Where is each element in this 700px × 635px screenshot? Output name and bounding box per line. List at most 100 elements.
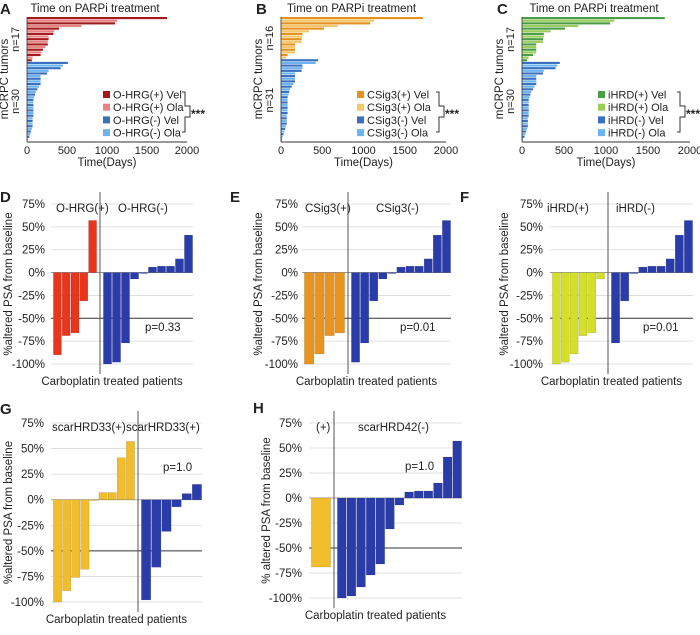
significance-bracket: [182, 91, 191, 133]
swimmer-bar: [522, 77, 537, 80]
waterfall-bar: [404, 491, 414, 499]
legend-label: CSig3(+) Vel: [367, 90, 429, 102]
x-tick-label: 1500: [636, 145, 660, 157]
swimmer-bar: [522, 90, 532, 94]
swimmer-bar: [522, 106, 529, 109]
waterfall-bar: [442, 220, 451, 273]
waterfall-chart-E: E 75% 50% 25% 0% -25% -50% -75% -100% CSig3(+) CSi…: [230, 189, 451, 388]
swimmer-bar: [27, 38, 49, 41]
swimmer-bar: [522, 133, 526, 136]
chart-title: Time on PARPi treatment: [287, 3, 417, 15]
group-label: O-HRG(-): [118, 203, 168, 215]
y-tick-label: 25%: [520, 245, 543, 257]
swimmer-bar: [281, 30, 310, 33]
swimmer-bar: [27, 30, 55, 33]
waterfall-bar: [337, 497, 347, 599]
y-tick-label: 75%: [22, 199, 45, 211]
y-axis-label: % altered PSA from baseline: [261, 437, 273, 583]
swimmer-bar: [27, 85, 39, 88]
swimmer-bar: [522, 61, 560, 64]
swimmer-bar: [27, 130, 31, 133]
waterfall-bar: [423, 490, 433, 499]
swimmer-bar: [27, 98, 34, 101]
swimmer-bar: [522, 80, 537, 83]
x-axis-label: Carboplatin treated patients: [41, 376, 183, 388]
waterfall-bar: [423, 258, 433, 273]
legend-swatch: [103, 103, 110, 111]
swimmer-bar: [522, 111, 529, 115]
group-label: (+): [316, 422, 331, 434]
swimmer-bar: [522, 138, 523, 141]
waterfall-bar: [151, 499, 162, 568]
waterfall-bar: [596, 272, 605, 280]
swimmer-bar: [27, 133, 31, 136]
swimmer-bar: [27, 24, 82, 28]
waterfall-chart-G: G 75% 50% 25% 0% -25% -50% -75% -100% scarHRD33(+…: [0, 401, 202, 626]
swimmer-bar: [281, 38, 302, 41]
swimmer-bar: [27, 51, 42, 54]
y-tick-label: -25%: [275, 518, 302, 530]
x-tick-label: 1500: [135, 145, 159, 157]
waterfall-bar: [587, 272, 596, 334]
legend-swatch: [598, 116, 605, 124]
waterfall-bar: [346, 497, 357, 597]
swimmer-bar: [27, 53, 41, 57]
swimmer-bar: [27, 19, 118, 22]
waterfall-bar: [139, 272, 148, 274]
y-tick-label: -75%: [17, 571, 44, 583]
panel-letter: D: [0, 189, 11, 206]
swimmer-bar: [522, 27, 565, 30]
waterfall-chart-H: H 75% 50% 25% 0% -25% -50% -75% -100% (+) scarHRD4…: [253, 400, 462, 622]
waterfall-bar: [387, 272, 397, 274]
group-count-label: n=30: [505, 89, 517, 114]
panel-letter: G: [0, 401, 12, 418]
waterfall-bar: [89, 499, 99, 501]
waterfall-bar: [116, 457, 126, 500]
swimmer-bar: [281, 22, 371, 25]
waterfall-bar: [665, 258, 675, 273]
swimmer-bar: [281, 82, 294, 86]
swimmer-bar: [27, 117, 33, 120]
swimmer-bar: [522, 64, 558, 67]
swimmer-bar: [281, 61, 316, 64]
waterfall-bar: [629, 272, 639, 274]
swimmer-bar: [281, 24, 338, 28]
y-tick-label: 25%: [21, 469, 44, 481]
waterfall-bar: [311, 497, 331, 568]
y-tick-label: -75%: [18, 336, 45, 348]
swimmer-bar: [27, 106, 34, 109]
y-tick-label: -75%: [516, 336, 543, 348]
legend-label: O-HRG(-) Vel: [113, 115, 179, 127]
swimmer-bar: [522, 48, 537, 51]
swimmer-bar: [281, 64, 303, 67]
swimmer-bar: [522, 67, 556, 70]
x-tick-label: 1000: [594, 145, 618, 157]
waterfall-bar: [103, 272, 112, 365]
y-tick-label: 0%: [27, 495, 44, 507]
waterfall-bar: [433, 482, 443, 499]
waterfall-bar: [433, 234, 442, 273]
swimmer-bar: [281, 77, 296, 80]
waterfall-bar: [561, 272, 570, 363]
y-tick-label: -100%: [510, 359, 543, 371]
waterfall-bar: [161, 499, 172, 532]
swimmer-bar: [522, 101, 529, 104]
waterfall-bar: [88, 220, 97, 273]
swimmer-bar: [522, 130, 527, 133]
swimmer-bar: [281, 117, 287, 120]
swimmer-bar: [27, 35, 49, 38]
waterfall-bar: [656, 265, 666, 273]
p-value-label: p=0.33: [145, 322, 181, 334]
x-axis-label: Time(Days): [78, 157, 137, 169]
y-tick-label: 50%: [22, 222, 45, 234]
swimmer-bar: [522, 135, 525, 138]
swimmer-bar: [281, 135, 283, 138]
swimmer-bar: [522, 19, 615, 22]
y-tick-label: 75%: [279, 418, 302, 430]
swimmer-bar: [522, 17, 665, 20]
waterfall-bar: [181, 493, 192, 500]
swimmer-bar: [522, 109, 529, 112]
legend-swatch: [357, 129, 364, 137]
